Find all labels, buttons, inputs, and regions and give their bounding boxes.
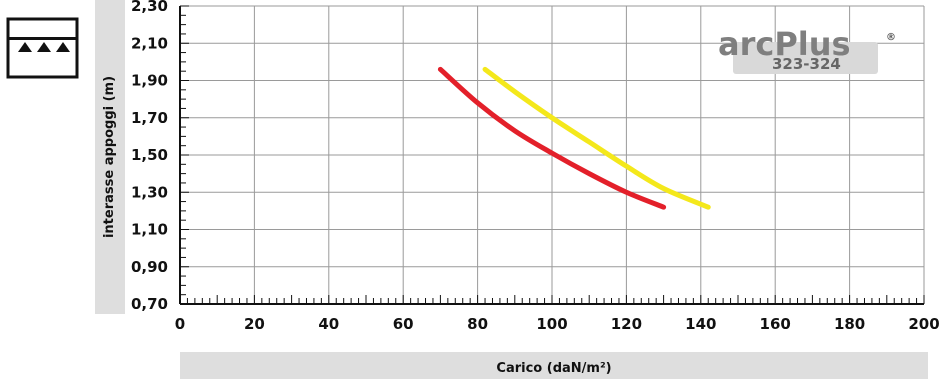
series-line-2 <box>482 66 711 210</box>
x-tick-label: 160 <box>760 315 791 333</box>
x-tick-label: 80 <box>467 315 488 333</box>
y-tick-label: 2,30 <box>131 0 168 15</box>
y-axis-label-bar <box>95 0 125 314</box>
x-tick-label: 20 <box>244 315 265 333</box>
support-rail-icon <box>6 17 79 79</box>
x-tick-label: 200 <box>908 315 939 333</box>
y-tick-label: 1,90 <box>131 72 168 90</box>
ticks <box>179 5 925 305</box>
x-tick-label: 100 <box>536 315 567 333</box>
y-tick-label: 2,10 <box>131 34 168 52</box>
y-tick-label: 0,90 <box>131 258 168 276</box>
series-line-1 <box>437 66 667 210</box>
y-tick-label: 1,70 <box>131 109 168 127</box>
tick-labels: 0 20 40 60 80 100 120 140 160 180 200 0,70 0,90 1,10 1… <box>131 0 940 333</box>
y-tick-label: 1,30 <box>131 183 168 201</box>
y-axis-title: interasse appoggi (m) <box>102 76 117 238</box>
x-axis-title: Carico (daN/m²) <box>496 361 611 376</box>
x-tick-label: 60 <box>393 315 414 333</box>
svg-text:®: ® <box>886 32 896 43</box>
y-tick-label: 1,50 <box>131 146 168 164</box>
x-tick-label: 40 <box>318 315 339 333</box>
y-tick-label: 0,70 <box>131 295 168 313</box>
x-tick-label: 120 <box>611 315 642 333</box>
arcoplus-logo: arcPlus ® 323-324 <box>718 25 896 74</box>
y-tick-label: 1,10 <box>131 221 168 239</box>
x-tick-label: 140 <box>685 315 716 333</box>
x-tick-label: 180 <box>834 315 865 333</box>
x-tick-label: 0 <box>175 315 185 333</box>
x-axis-label-bar <box>180 352 928 379</box>
svg-text:arcPlus: arcPlus <box>718 25 851 63</box>
logo-model: 323-324 <box>772 55 841 73</box>
series-layer <box>437 66 711 210</box>
